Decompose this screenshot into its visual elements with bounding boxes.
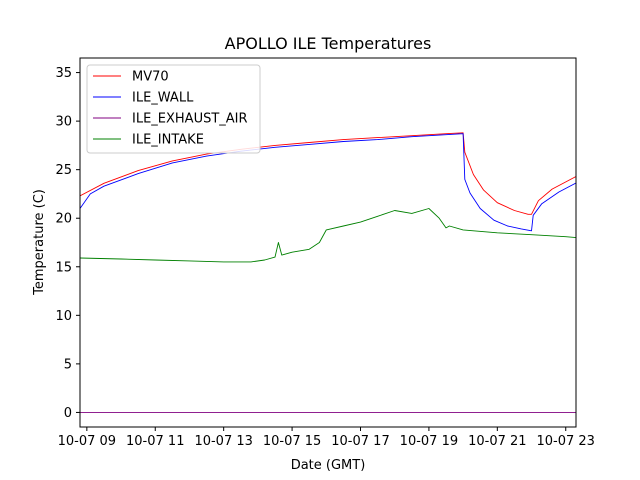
- x-tick-label: 10-07 15: [263, 434, 321, 449]
- y-tick-label: 0: [64, 406, 72, 421]
- y-tick-label: 25: [55, 163, 72, 178]
- legend: MV70 ILE_WALL ILE_EXHAUST_AIR ILE_INTAKE: [86, 64, 261, 154]
- x-axis-label: Date (GMT): [291, 458, 366, 473]
- series-line-mv70: [80, 132, 576, 215]
- y-axis-label: Temperature (C): [32, 189, 47, 296]
- x-tick-label: 10-07 21: [468, 434, 526, 449]
- chart-title: APOLLO ILE Temperatures: [225, 34, 432, 53]
- legend-label: MV70: [132, 70, 169, 85]
- series-line-ile-intake: [80, 208, 576, 263]
- y-tick-label: 5: [64, 357, 72, 372]
- y-tick-label: 35: [55, 66, 72, 81]
- plot-area-frame: [79, 57, 577, 428]
- y-tick-label: 20: [55, 212, 72, 227]
- x-tick-label: 10-07 17: [331, 434, 389, 449]
- legend-label: ILE_INTAKE: [132, 133, 204, 148]
- y-tick-label: 30: [55, 115, 72, 130]
- x-tick-label: 10-07 23: [537, 434, 595, 449]
- legend-frame: [86, 64, 261, 154]
- y-tick-label: 10: [55, 309, 72, 324]
- x-tick-label: 10-07 11: [126, 434, 184, 449]
- x-tick-label: 10-07 19: [400, 434, 458, 449]
- legend-label: ILE_WALL: [132, 91, 194, 106]
- x-tick-label: 10-07 13: [194, 434, 252, 449]
- series-line-ile-wall: [80, 133, 576, 232]
- y-tick-label: 15: [55, 260, 72, 275]
- x-tick-label: 10-07 09: [58, 434, 116, 449]
- legend-label: ILE_EXHAUST_AIR: [132, 112, 248, 127]
